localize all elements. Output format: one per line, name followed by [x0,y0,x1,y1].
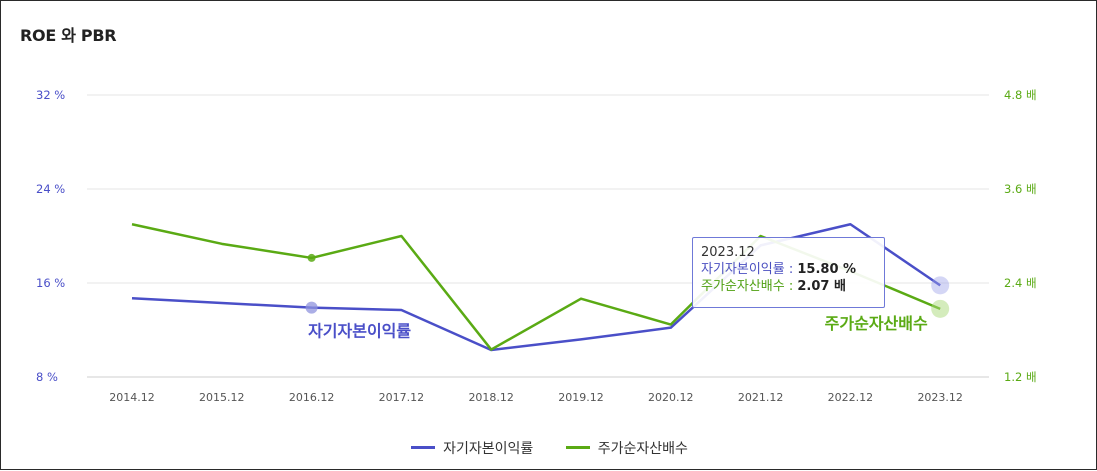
x-tick-label: 2017.12 [379,391,425,404]
legend-item-roe[interactable]: 자기자본이익률 [411,438,533,458]
legend-label-roe: 자기자본이익률 [443,440,534,457]
right-axis-ticks: 1.2 배 2.4 배 3.6 배 4.8 배 [1004,88,1037,384]
left-tick-label: 8 % [36,370,58,384]
legend-label-pbr: 주가순자산배수 [597,440,688,457]
chart-legend: 자기자본이익률 주가순자산배수 [1,437,1097,458]
legend-swatch-roe [411,446,436,449]
tooltip-pbr-value: 2.07 배 [797,279,846,294]
x-axis-ticks: 2014.12 2015.12 2016.12 2017.12 2018.12 2019.… [109,391,963,404]
tooltip-pbr-row: 주가순자산배수 : 2.07 배 [701,278,876,295]
x-tick-label: 2023.12 [917,391,963,404]
series-markers [305,253,950,318]
right-tick-label: 1.2 배 [1004,370,1037,384]
marker-pbr-2023-halo [931,299,950,318]
x-tick-label: 2015.12 [199,391,245,404]
x-tick-label: 2014.12 [109,391,155,404]
legend-swatch-pbr [565,446,590,449]
x-tick-label: 2019.12 [558,391,604,404]
tooltip-pbr-label: 주가순자산배수 : [701,279,798,294]
right-tick-label: 4.8 배 [1004,88,1037,102]
annotations: 자기자본이익률 주가순자산배수 [308,314,928,341]
annotation-roe: 자기자본이익률 [308,322,411,341]
x-tick-label: 2018.12 [468,391,514,404]
left-tick-label: 16 % [36,276,65,290]
right-tick-label: 2.4 배 [1004,276,1037,290]
marker-roe-2016 [305,301,318,314]
x-tick-label: 2020.12 [648,391,694,404]
chart-tooltip: 2023.12 자기자본이익률 : 15.80 % 주가순자산배수 : 2.07… [692,237,885,308]
marker-roe-2023-halo [931,276,950,295]
left-tick-label: 24 % [36,182,65,196]
series-line-roe [131,223,941,352]
x-tick-label: 2021.12 [738,391,784,404]
tooltip-roe-value: 15.80 % [797,262,857,277]
tooltip-roe-label: 자기자본이익률 : [701,262,798,277]
left-axis-ticks: 8 % 16 % 24 % 32 % [36,88,65,384]
left-tick-label: 32 % [36,88,65,102]
tooltip-roe-row: 자기자본이익률 : 15.80 % [701,261,876,278]
grid-lines [87,94,989,378]
tooltip-date: 2023.12 [701,245,755,260]
x-tick-label: 2016.12 [289,391,335,404]
legend-item-pbr[interactable]: 주가순자산배수 [565,438,688,458]
marker-pbr-2016 [307,253,316,262]
x-tick-label: 2022.12 [828,391,874,404]
annotation-pbr: 주가순자산배수 [825,314,928,333]
chart-title: ROE 와 PBR [20,26,117,45]
right-tick-label: 3.6 배 [1004,182,1037,196]
